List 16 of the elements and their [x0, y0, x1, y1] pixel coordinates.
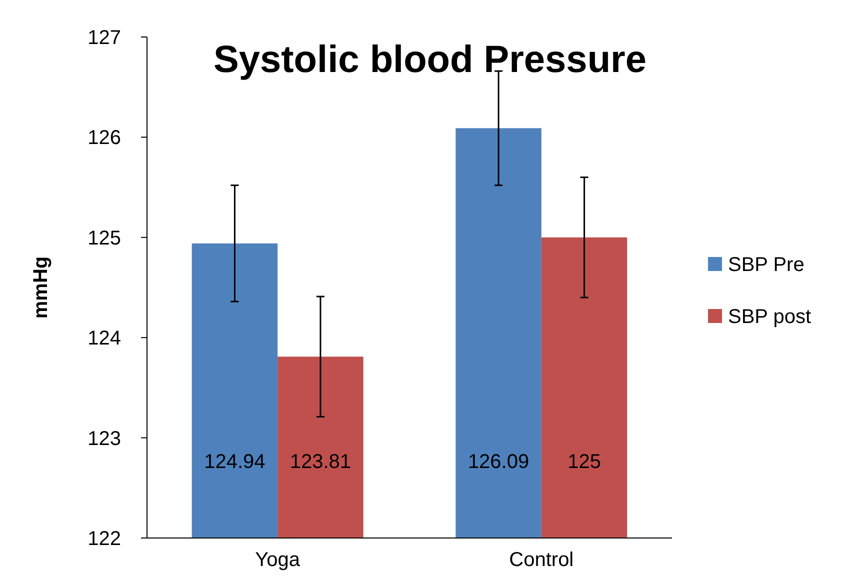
y-axis-title: mmHg	[30, 256, 52, 319]
data-label: 123.81	[290, 451, 352, 473]
y-tick-label: 125	[88, 227, 121, 250]
data-label: 125	[568, 451, 601, 473]
data-label: 126.09	[468, 451, 530, 473]
x-tick-label: Yoga	[255, 549, 301, 571]
legend-label: SBP post	[728, 306, 812, 328]
y-tick-label: 122	[88, 528, 121, 550]
y-tick-label: 126	[88, 127, 121, 150]
x-tick-label: Control	[509, 549, 574, 571]
y-tick-label: 124	[88, 328, 121, 350]
data-label: 124.94	[204, 451, 266, 473]
y-tick-label: 123	[88, 428, 121, 450]
y-tick-label: 127	[88, 27, 121, 49]
chart-title: Systolic blood Pressure	[214, 39, 646, 81]
legend-label: SBP Pre	[728, 254, 804, 276]
